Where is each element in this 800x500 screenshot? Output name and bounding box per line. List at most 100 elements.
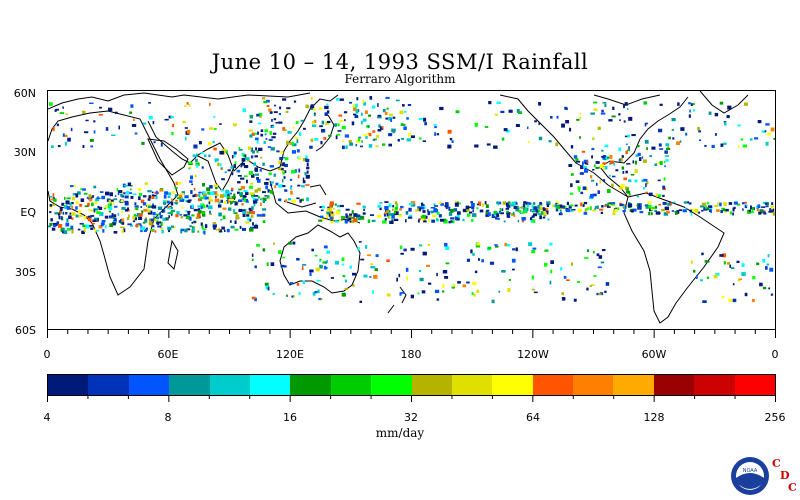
rain-cell xyxy=(326,208,330,212)
rain-cell xyxy=(450,220,455,224)
rain-cell xyxy=(201,166,204,169)
rain-cell xyxy=(645,205,649,209)
rain-cell xyxy=(386,210,389,213)
rain-cell xyxy=(81,110,86,114)
rain-cell xyxy=(199,196,204,199)
rain-cell xyxy=(386,213,389,217)
rain-cell xyxy=(329,207,332,211)
rain-cell xyxy=(772,212,775,216)
rain-cell xyxy=(544,207,549,212)
rain-cell xyxy=(593,164,596,167)
rain-cell xyxy=(201,128,205,131)
rain-cell xyxy=(314,254,318,257)
colorbar-swatch-12 xyxy=(532,375,574,395)
rain-cell xyxy=(151,205,157,209)
rain-cell xyxy=(242,213,246,217)
rain-cell xyxy=(93,120,96,123)
rain-cell xyxy=(319,264,323,269)
rain-cell xyxy=(245,221,250,224)
rain-cell xyxy=(229,192,232,195)
rain-cell xyxy=(372,130,376,133)
colorbar-swatch-6 xyxy=(290,375,331,395)
rain-cell xyxy=(664,150,668,154)
rain-cell xyxy=(408,132,411,137)
rain-cell xyxy=(391,128,396,133)
rain-cell xyxy=(474,122,478,127)
rain-cell xyxy=(771,205,773,210)
rain-cell xyxy=(534,120,537,123)
rain-cell xyxy=(352,272,356,276)
rain-cell xyxy=(264,129,268,133)
rain-cell xyxy=(637,205,642,210)
rain-cell xyxy=(508,109,513,113)
colorbar-label-4: 4 xyxy=(43,411,51,424)
rain-cell xyxy=(484,126,489,128)
rain-cell xyxy=(291,169,296,174)
rain-cell xyxy=(213,128,217,130)
rain-cell xyxy=(679,140,682,143)
rain-cell xyxy=(269,111,273,114)
rain-cell xyxy=(142,195,147,198)
rain-cell xyxy=(597,266,602,269)
rain-cell xyxy=(324,112,328,116)
rain-cell xyxy=(489,261,495,265)
rain-cell xyxy=(381,126,384,129)
rain-cell xyxy=(292,295,295,298)
rain-cell xyxy=(305,155,308,159)
rain-cell xyxy=(166,217,169,221)
rain-cell xyxy=(50,198,54,201)
rain-cell xyxy=(50,195,53,198)
rain-cell xyxy=(651,207,655,209)
rain-cell xyxy=(697,127,700,131)
rain-cell xyxy=(144,219,148,223)
rain-cell xyxy=(349,213,353,216)
rain-cell xyxy=(262,191,266,194)
noaa-cdc-logo: NOAA C D C xyxy=(731,457,796,495)
rain-cell xyxy=(349,217,352,221)
rain-cell xyxy=(280,264,285,268)
rain-cell xyxy=(318,297,322,301)
rain-cell xyxy=(397,139,400,142)
rain-cell xyxy=(262,97,266,100)
rain-cell xyxy=(533,213,537,217)
rain-cell xyxy=(466,281,470,284)
rain-cell xyxy=(262,199,265,203)
coastline-eurasia xyxy=(48,92,339,172)
rain-cell xyxy=(577,281,580,283)
rain-cell xyxy=(152,196,155,199)
rain-cell xyxy=(98,206,103,210)
rain-cell xyxy=(212,140,215,144)
rain-cell xyxy=(344,134,349,138)
rain-cell xyxy=(344,219,348,224)
lon-ticks xyxy=(47,330,776,338)
rain-cell xyxy=(586,163,589,165)
rain-cell xyxy=(221,178,225,181)
rain-cell xyxy=(129,192,133,194)
rain-cell xyxy=(498,210,501,214)
rain-cell xyxy=(491,213,495,217)
rain-cell xyxy=(63,230,68,234)
rain-cell xyxy=(271,119,273,122)
rain-cell xyxy=(583,159,589,164)
rain-cell xyxy=(382,143,386,146)
rain-cell xyxy=(290,187,292,190)
rain-cell xyxy=(65,113,69,116)
rain-cell xyxy=(372,139,376,141)
rain-cell xyxy=(99,212,104,216)
rain-cell xyxy=(88,209,91,211)
rain-cell xyxy=(493,210,497,214)
colorbar-swatch-13 xyxy=(573,375,614,395)
rain-cell xyxy=(609,154,613,159)
rain-cell xyxy=(235,216,240,220)
rain-cell xyxy=(531,209,535,212)
rain-cell xyxy=(153,216,155,220)
rain-cell xyxy=(168,115,172,119)
rain-cell xyxy=(337,205,340,208)
rain-cell xyxy=(240,177,245,180)
rain-cell xyxy=(722,208,727,212)
rain-cell xyxy=(620,184,625,188)
rain-cell xyxy=(351,121,355,126)
rain-cell xyxy=(651,212,653,216)
rain-cell xyxy=(286,107,291,110)
rain-cell xyxy=(348,140,352,143)
